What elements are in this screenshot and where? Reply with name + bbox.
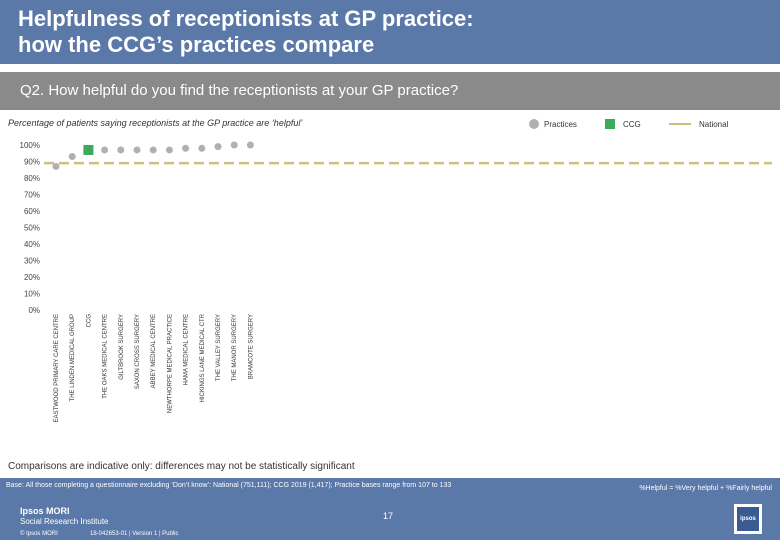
- practice-point: [198, 144, 206, 152]
- x-tick-label: THE MANOR SURGERY: [232, 314, 238, 381]
- chart-title: Percentage of patients saying receptioni…: [8, 118, 303, 128]
- practice-point: [68, 153, 76, 161]
- practice-point: [117, 146, 125, 154]
- y-tick-label: 60%: [24, 207, 40, 216]
- y-tick-label: 0%: [28, 306, 40, 315]
- y-tick-label: 90%: [24, 158, 40, 167]
- helpful-formula: %Helpful = %Very helpful + %Fairly helpf…: [639, 485, 772, 492]
- legend-practice-marker: [529, 119, 539, 129]
- practice-point: [165, 146, 173, 154]
- practice-point: [214, 143, 222, 151]
- x-tick-label: BRAMCOTE SURGERY: [248, 314, 254, 379]
- footer-bar: Base: All those completing a questionnai…: [0, 478, 780, 540]
- x-tick-label: ABBEY MEDICAL CENTRE: [151, 314, 157, 388]
- header-bar: Helpfulness of receptionists at GP pract…: [0, 0, 780, 64]
- legend-ccg-label: CCG: [623, 119, 641, 129]
- legend-national-label: National: [699, 119, 729, 129]
- practice-point: [52, 162, 60, 170]
- job-reference: 18-042653-01 | Version 1 | Public: [90, 531, 179, 537]
- x-tick-label: EASTWOOD PRIMARY CARE CENTRE: [54, 314, 60, 422]
- practice-point: [182, 144, 190, 152]
- chart-legend: Practices CCG National: [525, 117, 775, 131]
- legend-national-marker: [669, 123, 691, 125]
- page-number: 17: [383, 511, 394, 521]
- x-tick-label: HAMA MEDICAL CENTRE: [184, 314, 190, 385]
- x-tick-label: SAXON CROSS SURGERY: [135, 314, 141, 389]
- ipsos-mori-logo: Ipsos MORI: [20, 506, 70, 516]
- y-tick-label: 40%: [24, 240, 40, 249]
- y-tick-label: 20%: [24, 273, 40, 282]
- y-tick-label: 80%: [24, 174, 40, 183]
- practice-point: [133, 146, 141, 154]
- practice-point: [246, 141, 254, 149]
- y-tick-label: 100%: [20, 141, 40, 150]
- y-tick-label: 30%: [24, 257, 40, 266]
- copyright: © Ipsos MORI: [20, 531, 58, 537]
- practice-point: [230, 141, 238, 149]
- x-tick-label: NEWTHORPE MEDICAL PRACTICE: [167, 314, 173, 413]
- base-text: Base: All those completing a questionnai…: [6, 482, 452, 489]
- ipsos-badge-icon: ipsos: [734, 504, 762, 534]
- x-tick-label: HICKINGS LANE MEDICAL CTR: [200, 313, 206, 402]
- x-tick-label: CCG: [86, 314, 92, 328]
- chart-plot: 0% 10% 20% 30% 40% 50% 60% 70% 80% 90% 100% EASTWOO…: [20, 141, 772, 422]
- question-text: Q2. How helpful do you find the receptio…: [20, 82, 459, 99]
- y-tick-label: 50%: [24, 224, 40, 233]
- question-bar: Q2. How helpful do you find the receptio…: [0, 72, 780, 110]
- ipsos-badge-text: ipsos: [737, 507, 759, 531]
- legend-practices: Practices: [529, 117, 577, 131]
- page-title: Helpfulness of receptionists at GP pract…: [18, 6, 474, 57]
- ccg-marker: [83, 144, 94, 155]
- y-tick-label: 10%: [24, 290, 40, 299]
- legend-ccg: CCG: [605, 117, 641, 131]
- practice-point: [149, 146, 157, 154]
- legend-ccg-marker: [605, 119, 615, 129]
- sri-logo-text: Social Research Institute: [20, 517, 109, 526]
- legend-practices-label: Practices: [544, 119, 577, 129]
- x-tick-label: THE LINDEN MEDICAL GROUP: [70, 314, 76, 401]
- practice-point: [101, 146, 109, 154]
- x-tick-label: THE OAKS MEDICAL CENTRE: [103, 314, 109, 399]
- legend-national: National: [669, 117, 728, 131]
- x-tick-label: THE VALLEY SURGERY: [216, 314, 222, 381]
- footnote: Comparisons are indicative only: differe…: [8, 461, 355, 472]
- x-tick-label: GILTBROOK SURGERY: [119, 314, 125, 380]
- y-tick-label: 70%: [24, 191, 40, 200]
